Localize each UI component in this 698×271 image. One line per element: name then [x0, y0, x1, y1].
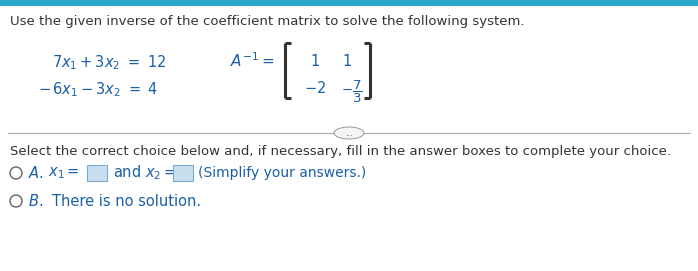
Circle shape	[10, 167, 22, 179]
Text: There is no solution.: There is no solution.	[52, 193, 201, 208]
Text: Select the correct choice below and, if necessary, fill in the answer boxes to c: Select the correct choice below and, if …	[10, 145, 671, 158]
Text: $x_1 =$: $x_1 =$	[48, 165, 80, 181]
Text: and $x_2 =$: and $x_2 =$	[113, 164, 177, 182]
Text: $A.$: $A.$	[28, 165, 44, 181]
Circle shape	[10, 195, 22, 207]
Text: $-\,6x_1 - 3x_2\ =\ 4$: $-\,6x_1 - 3x_2\ =\ 4$	[38, 80, 158, 99]
Ellipse shape	[334, 127, 364, 139]
Text: (Simplify your answers.): (Simplify your answers.)	[198, 166, 366, 180]
FancyBboxPatch shape	[173, 165, 193, 181]
Text: $A^{-1} =$: $A^{-1} =$	[230, 52, 275, 70]
Text: $-2$: $-2$	[304, 80, 326, 96]
Bar	[0, 0, 698, 6]
Text: $1$: $1$	[342, 53, 352, 69]
Text: $1$: $1$	[310, 53, 320, 69]
Text: ...: ...	[345, 128, 353, 137]
Text: Use the given inverse of the coefficient matrix to solve the following system.: Use the given inverse of the coefficient…	[10, 15, 524, 28]
Text: $B.$: $B.$	[28, 193, 43, 209]
Text: $7x_1 + 3x_2\ =\ 12$: $7x_1 + 3x_2\ =\ 12$	[52, 53, 166, 72]
FancyBboxPatch shape	[87, 165, 107, 181]
Text: $-\dfrac{7}{3}$: $-\dfrac{7}{3}$	[341, 79, 363, 105]
